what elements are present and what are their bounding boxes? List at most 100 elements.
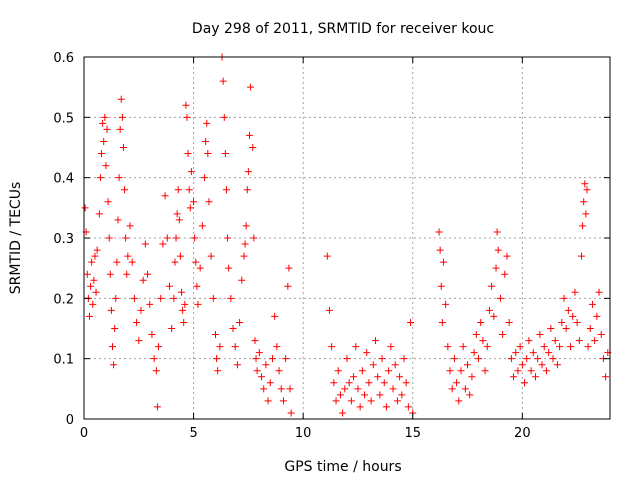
data-point xyxy=(202,137,210,145)
data-point xyxy=(287,409,295,417)
data-point xyxy=(198,222,206,230)
data-point xyxy=(236,318,244,326)
data-point xyxy=(461,385,469,393)
data-point xyxy=(365,379,373,387)
data-point xyxy=(503,252,511,260)
data-point xyxy=(251,337,259,345)
data-point xyxy=(171,258,179,266)
data-point xyxy=(174,186,182,194)
data-point xyxy=(116,125,124,133)
data-point xyxy=(325,306,333,314)
data-point xyxy=(481,367,489,375)
data-point xyxy=(396,373,404,381)
data-point xyxy=(398,391,406,399)
data-point xyxy=(579,222,587,230)
data-point xyxy=(225,264,233,272)
data-point xyxy=(175,216,183,224)
data-point xyxy=(100,137,108,145)
data-point xyxy=(523,355,531,363)
data-point xyxy=(92,288,100,296)
data-point xyxy=(345,379,353,387)
data-point xyxy=(148,331,156,339)
y-tick-label: 0 xyxy=(66,413,74,428)
data-point xyxy=(374,373,382,381)
data-point xyxy=(334,367,342,375)
data-point xyxy=(196,264,204,272)
x-tick-label: 20 xyxy=(514,426,531,441)
data-point xyxy=(155,343,163,351)
data-point xyxy=(499,331,507,339)
data-point xyxy=(493,228,501,236)
data-point xyxy=(505,318,513,326)
data-point xyxy=(516,343,524,351)
data-point xyxy=(139,276,147,284)
data-point xyxy=(216,343,224,351)
data-point xyxy=(490,312,498,320)
data-point xyxy=(108,343,116,351)
data-point xyxy=(113,258,121,266)
data-point xyxy=(183,113,191,121)
data-point xyxy=(436,246,444,254)
data-point xyxy=(204,150,212,158)
data-point xyxy=(112,294,120,302)
data-point xyxy=(507,355,515,363)
data-point xyxy=(224,234,232,242)
data-point xyxy=(367,397,375,405)
data-point xyxy=(89,300,97,308)
data-point xyxy=(582,210,590,218)
data-point xyxy=(514,367,522,375)
data-point xyxy=(212,331,219,339)
data-point xyxy=(103,125,111,133)
data-point xyxy=(96,174,104,182)
data-point xyxy=(385,367,393,375)
data-point xyxy=(271,312,279,320)
data-point xyxy=(220,113,228,121)
data-point xyxy=(250,234,258,242)
data-point xyxy=(580,198,588,206)
data-point xyxy=(238,276,246,284)
data-point xyxy=(512,349,520,357)
data-point xyxy=(597,331,605,339)
data-point xyxy=(564,306,572,314)
data-point xyxy=(157,294,165,302)
data-point xyxy=(547,325,555,332)
data-point xyxy=(521,379,529,387)
data-point xyxy=(492,264,500,272)
data-point xyxy=(529,349,537,357)
data-point xyxy=(107,306,115,314)
data-point xyxy=(252,355,260,363)
data-point xyxy=(214,367,222,375)
data-point xyxy=(111,325,119,332)
data-point xyxy=(286,385,294,393)
data-point xyxy=(181,300,189,308)
data-point xyxy=(133,318,141,326)
data-point xyxy=(205,198,213,206)
y-tick-label: 0.1 xyxy=(53,353,74,368)
data-point xyxy=(153,403,161,411)
data-point xyxy=(121,186,129,194)
data-point xyxy=(459,343,467,351)
data-point xyxy=(245,131,253,139)
data-point xyxy=(488,282,496,290)
data-point xyxy=(240,252,248,260)
data-point xyxy=(444,343,452,351)
data-point xyxy=(241,240,249,248)
data-point xyxy=(118,113,126,121)
data-point xyxy=(178,288,186,296)
data-point xyxy=(551,337,559,345)
data-point xyxy=(382,403,390,411)
data-point xyxy=(150,355,158,363)
data-point xyxy=(98,150,106,158)
data-point xyxy=(343,355,351,363)
data-point xyxy=(275,367,283,375)
data-point xyxy=(101,113,109,121)
data-point xyxy=(282,355,290,363)
data-point xyxy=(586,325,594,332)
data-point xyxy=(180,318,188,326)
data-point xyxy=(446,367,454,375)
data-point xyxy=(376,391,384,399)
data-point xyxy=(247,83,255,91)
data-point xyxy=(464,361,472,369)
data-point xyxy=(119,144,127,151)
data-point xyxy=(567,343,575,351)
